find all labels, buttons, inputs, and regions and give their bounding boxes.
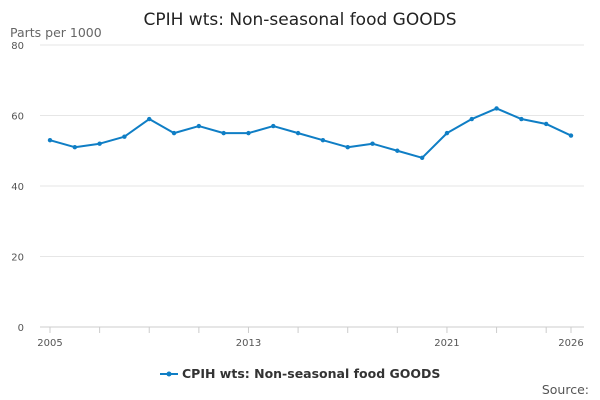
data-point xyxy=(221,130,226,136)
legend: CPIH wts: Non-seasonal food GOODS xyxy=(160,366,440,381)
data-point xyxy=(122,134,127,139)
x-tick-label: 2021 xyxy=(434,338,459,349)
data-point xyxy=(568,133,574,138)
data-point xyxy=(519,116,524,122)
data-point xyxy=(395,148,400,153)
data-point xyxy=(171,130,177,136)
data-point xyxy=(444,130,450,136)
data-point xyxy=(147,116,152,122)
y-tick-label: 40 xyxy=(11,182,24,193)
y-tick-label: 80 xyxy=(11,41,24,52)
data-point xyxy=(469,116,474,122)
data-point xyxy=(295,130,301,136)
legend-entry: CPIH wts: Non-seasonal food GOODS xyxy=(182,366,440,381)
series-line xyxy=(49,107,572,159)
y-tick-label: 0 xyxy=(18,323,24,334)
x-tick-label: 2026 xyxy=(558,338,583,349)
data-point xyxy=(47,137,53,143)
data-point xyxy=(72,145,78,150)
data-point xyxy=(345,145,350,150)
chart-title: CPIH wts: Non-seasonal food GOODS xyxy=(143,10,456,30)
y-axis-label: Parts per 1000 xyxy=(10,25,102,40)
data-point xyxy=(320,137,326,143)
y-tick-label: 60 xyxy=(11,112,24,123)
x-tick-label: 2005 xyxy=(37,338,62,349)
y-tick-label: 20 xyxy=(11,253,24,264)
data-point xyxy=(196,123,202,129)
data-point xyxy=(543,121,549,127)
data-point xyxy=(271,123,276,129)
source-label: Source: xyxy=(542,382,589,397)
data-point xyxy=(97,141,102,146)
data-point xyxy=(246,130,251,136)
x-tick-label: 2013 xyxy=(236,338,261,349)
data-point xyxy=(494,106,499,111)
data-point xyxy=(419,155,425,160)
data-point xyxy=(370,141,375,146)
legend-marker-icon xyxy=(166,371,172,377)
